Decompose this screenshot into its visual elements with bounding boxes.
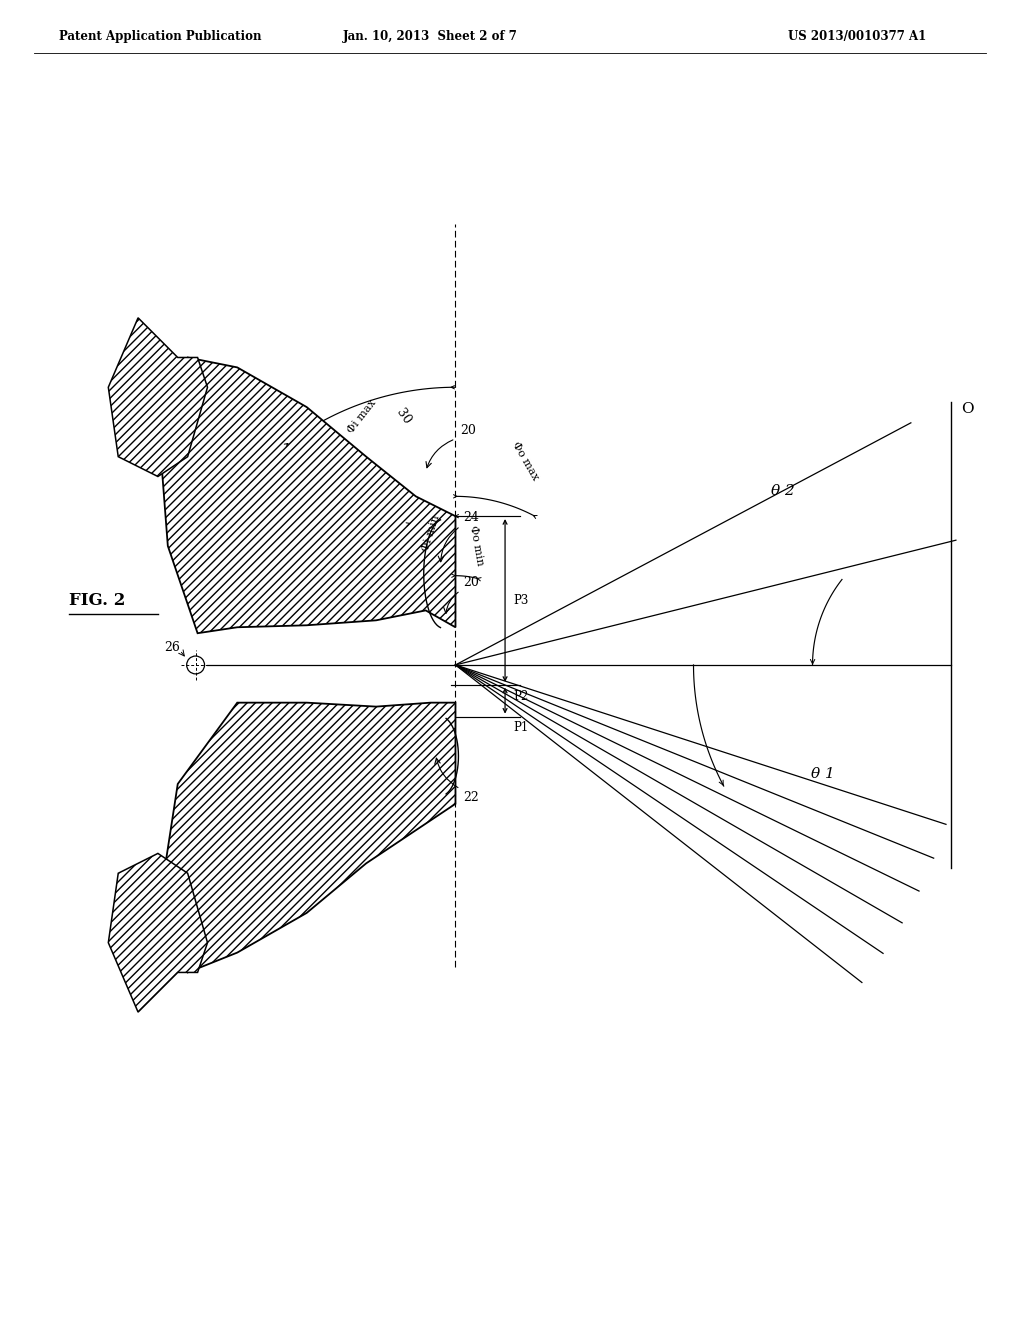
- Text: Jan. 10, 2013  Sheet 2 of 7: Jan. 10, 2013 Sheet 2 of 7: [343, 30, 518, 44]
- Text: FIG. 2: FIG. 2: [69, 591, 125, 609]
- Text: 20: 20: [464, 576, 479, 589]
- Text: Φo max: Φo max: [510, 440, 540, 482]
- Polygon shape: [109, 318, 208, 477]
- Text: Φo min: Φo min: [468, 524, 484, 566]
- Text: P1: P1: [513, 721, 528, 734]
- Text: θ 1: θ 1: [811, 767, 835, 781]
- Text: 30: 30: [394, 407, 414, 428]
- Text: 20: 20: [461, 424, 476, 437]
- Text: P3: P3: [513, 594, 528, 607]
- Polygon shape: [158, 702, 456, 973]
- Text: θ 2: θ 2: [771, 484, 795, 499]
- Text: 22: 22: [464, 791, 479, 804]
- Text: Φi max: Φi max: [346, 397, 378, 436]
- Text: US 2013/0010377 A1: US 2013/0010377 A1: [788, 30, 927, 44]
- Text: 24: 24: [464, 511, 479, 524]
- Polygon shape: [158, 358, 456, 634]
- Text: 26: 26: [164, 640, 180, 653]
- Text: Φi min: Φi min: [421, 513, 442, 552]
- Text: Patent Application Publication: Patent Application Publication: [58, 30, 261, 44]
- Text: P2: P2: [513, 690, 528, 704]
- Polygon shape: [109, 854, 208, 1012]
- Text: O: O: [962, 403, 974, 416]
